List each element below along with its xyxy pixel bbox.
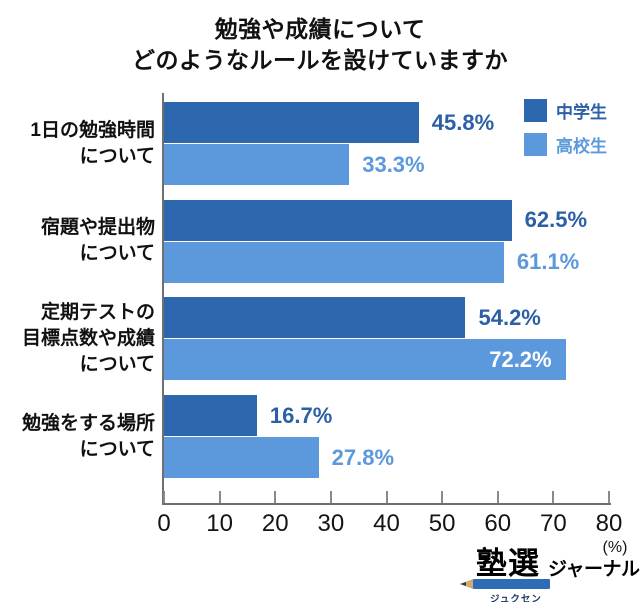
x-axis-tick-label: 70	[540, 510, 567, 537]
legend-label-2: 高校生	[556, 137, 607, 156]
x-axis-tick	[274, 491, 277, 503]
pencil-body	[473, 579, 550, 589]
category-label-line: について	[79, 145, 155, 167]
category-label-line: 勉強をする場所	[21, 412, 155, 434]
category-label: 宿題や提出物について	[41, 215, 155, 267]
category-label: 定期テストの目標点数や成績について	[22, 300, 155, 378]
x-axis-tick	[441, 491, 444, 503]
category-label: 1日の勉強時間について	[30, 118, 155, 170]
x-axis-tick	[608, 491, 610, 503]
legend-item-chugakusei: 中学生	[524, 98, 607, 123]
category-label-line: 目標点数や成績	[21, 327, 155, 349]
category-label-line: について	[79, 243, 155, 265]
x-axis-tick-label: 30	[317, 510, 345, 537]
bar-中学生-1	[164, 102, 419, 143]
x-axis-tick-label: 40	[373, 510, 400, 537]
chart-title-line1: 勉強や成績について	[214, 16, 426, 42]
bar-value-label: 54.2%	[478, 304, 541, 330]
x-axis-tick-label: 50	[428, 510, 456, 537]
legend-swatch-2	[524, 133, 547, 156]
x-axis-tick	[552, 491, 555, 503]
bar-中学生-4	[164, 395, 257, 437]
bar-中学生-2	[164, 199, 512, 241]
bar-value-label: 27.8%	[331, 444, 395, 470]
x-axis-tick-label: 0	[157, 510, 171, 537]
x-axis-tick	[496, 491, 499, 503]
brand-logo-furigana: ジュクセン	[490, 594, 542, 602]
bar-value-label: 72.2%	[489, 346, 552, 372]
x-axis-tick-label: 60	[484, 510, 512, 537]
bar-高校生-3	[164, 339, 566, 381]
brand-logo-kanji: 塾選	[476, 546, 540, 581]
category-label-line: 宿題や提出物	[40, 217, 155, 239]
category-label-line: について	[79, 438, 155, 460]
category-label-line: について	[79, 353, 155, 375]
x-axis-tick	[385, 491, 388, 503]
x-axis-tick-label: 10	[206, 510, 233, 537]
bar-高校生-4	[164, 437, 319, 479]
bar-value-label: 62.5%	[524, 207, 588, 233]
category-label: 勉強をする場所について	[22, 411, 155, 463]
x-axis-tick-label: 20	[261, 510, 289, 537]
category-label-line: 定期テストの	[40, 301, 155, 323]
pencil-tip	[460, 579, 473, 589]
bar-value-label: 16.7%	[269, 402, 333, 428]
bar-中学生-3	[164, 297, 466, 339]
brand-logo: 塾選 ジュクセン ジャーナル	[452, 542, 640, 602]
y-axis-line	[162, 93, 164, 505]
brand-logo-suffix: ジャーナル	[548, 559, 640, 580]
legend-swatch-1	[524, 99, 547, 122]
x-axis-unit-label: (%)	[602, 539, 628, 556]
x-axis-tick	[218, 491, 221, 503]
pencil-point	[460, 581, 466, 586]
legend-item-koukousei: 高校生	[524, 132, 607, 157]
category-label-line: 1日の勉強時間	[30, 119, 155, 141]
x-axis-tick-label: 80	[595, 510, 623, 537]
bar-value-label: 33.3%	[362, 151, 425, 177]
bar-value-label: 61.1%	[516, 249, 580, 275]
legend: 中学生 高校生	[524, 98, 607, 166]
legend-label-1: 中学生	[556, 103, 607, 122]
x-axis-tick	[163, 491, 165, 503]
chart-title-line2: どのようなルールを設けていますか	[132, 47, 508, 73]
bar-高校生-1	[164, 144, 350, 185]
x-axis-tick	[329, 491, 332, 503]
bar-高校生-2	[164, 241, 504, 283]
chart-title: 勉強や成績について どのようなルールを設けていますか	[0, 14, 640, 76]
bar-value-label: 45.8%	[431, 109, 495, 135]
pencil-icon	[460, 579, 550, 589]
x-axis-line	[162, 503, 611, 505]
